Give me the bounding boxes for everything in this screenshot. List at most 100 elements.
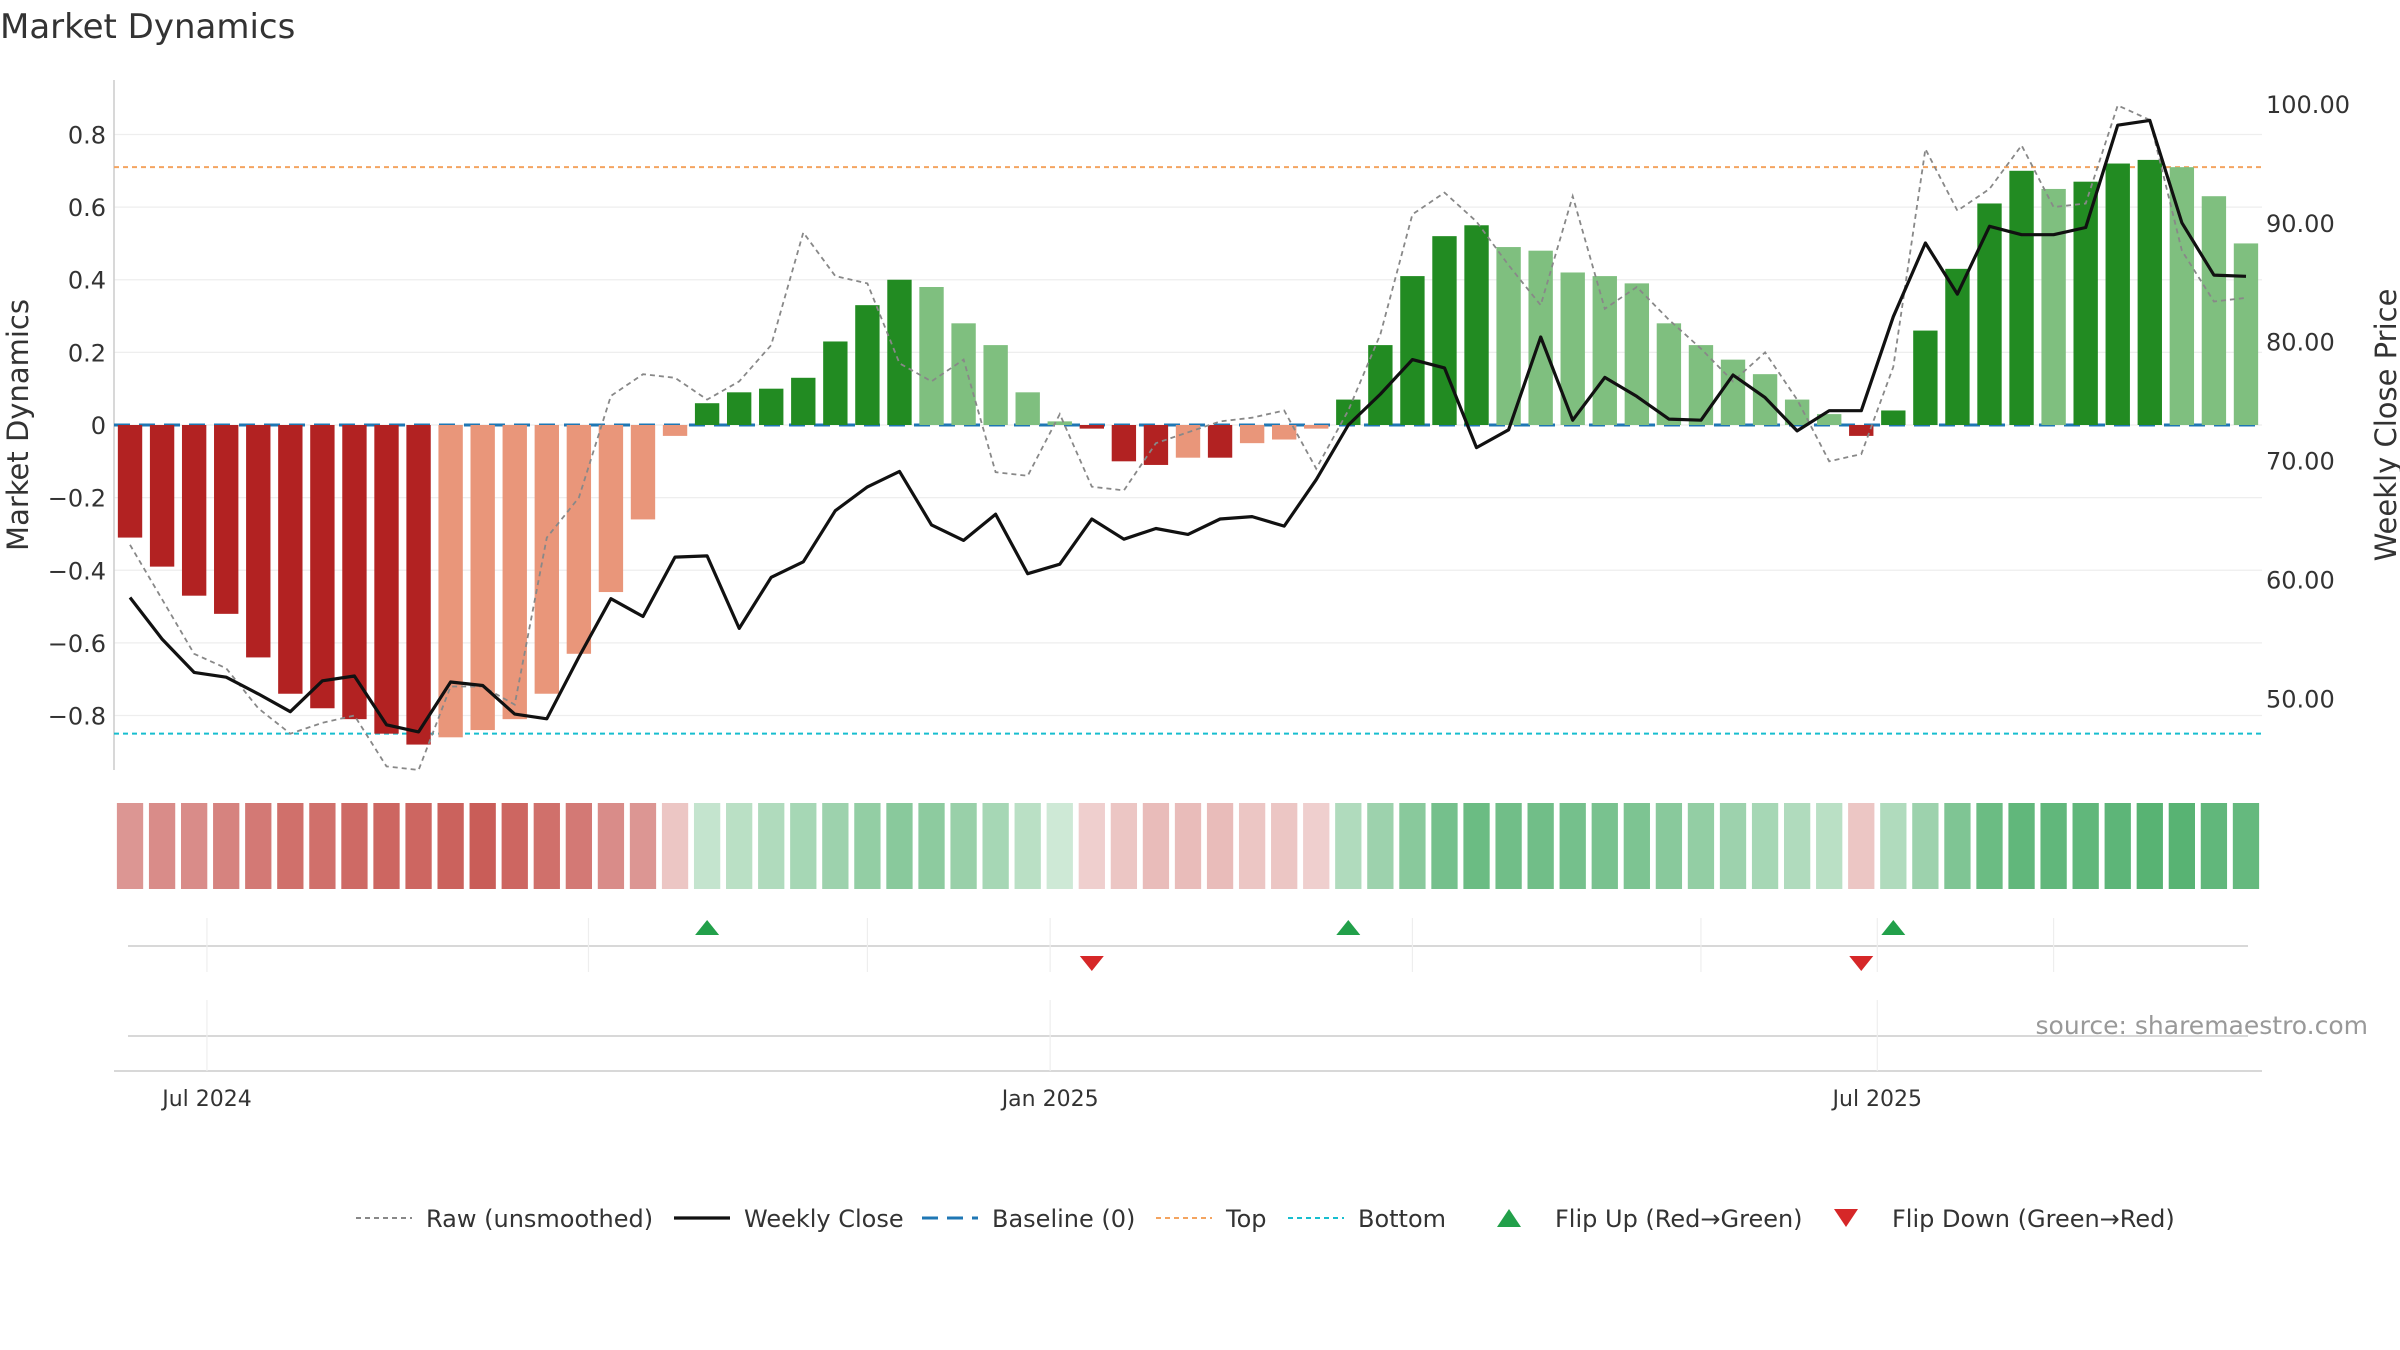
market-dynamics-bar bbox=[887, 279, 912, 425]
market-dynamics-bar bbox=[1817, 414, 1842, 425]
y-axis-right-ticks: 100.00 90.00 80.00 70.00 60.00 50.00 bbox=[2266, 91, 2350, 714]
intensity-strip-cell bbox=[693, 803, 721, 889]
intensity-strip-cell bbox=[1238, 803, 1266, 889]
y-axis-right-label: Weekly Close Price bbox=[2369, 289, 2400, 562]
intensity-strip-cell bbox=[822, 803, 849, 889]
legend-marker-triangle-down bbox=[1834, 1209, 1858, 1227]
intensity-strip-cell bbox=[1719, 803, 1747, 889]
intensity-strip-cell bbox=[1944, 803, 1971, 889]
market-dynamics-bar bbox=[1849, 425, 1874, 436]
market-dynamics-bar bbox=[2169, 167, 2195, 425]
y-tick-label-left: −0.6 bbox=[48, 630, 106, 658]
intensity-strip-cell bbox=[1912, 803, 1939, 889]
y-tick-label-right: 90.00 bbox=[2266, 210, 2335, 238]
intensity-strip-cell bbox=[1367, 803, 1394, 889]
legend-item: Flip Down (Green→Red) bbox=[1834, 1205, 2175, 1233]
market-dynamics-bar bbox=[278, 425, 303, 694]
flip-up-marker bbox=[1336, 920, 1361, 935]
intensity-strip-cell bbox=[1848, 803, 1875, 889]
intensity-strip-cell bbox=[1174, 803, 1202, 889]
market-dynamics-bar bbox=[1881, 410, 1906, 425]
market-dynamics-bar bbox=[214, 425, 239, 614]
market-dynamics-bar bbox=[1015, 392, 1040, 425]
intensity-strip-cell bbox=[2104, 803, 2131, 889]
market-dynamics-bar bbox=[2073, 181, 2098, 425]
y-tick-label-left: 0.4 bbox=[68, 267, 106, 295]
market-dynamics-bar bbox=[1400, 276, 1425, 425]
intensity-strip-cell bbox=[437, 803, 464, 889]
intensity-strip-cell bbox=[1687, 803, 1715, 889]
intensity-strip-cell bbox=[2168, 803, 2195, 889]
market-dynamics-bar bbox=[1464, 225, 1489, 425]
intensity-strip-cell bbox=[1623, 803, 1650, 889]
y-tick-label-right: 80.00 bbox=[2266, 329, 2335, 357]
market-dynamics-bar bbox=[310, 425, 335, 709]
market-dynamics-bar bbox=[1496, 247, 1521, 425]
intensity-strip-cell bbox=[629, 803, 657, 889]
market-dynamics-bar bbox=[1304, 425, 1329, 429]
intensity-strip-cell bbox=[1014, 803, 1041, 889]
market-dynamics-bar bbox=[1239, 425, 1265, 444]
market-dynamics-bar bbox=[1913, 330, 1938, 425]
intensity-strip-cell bbox=[1206, 803, 1234, 889]
intensity-strip-cell bbox=[2040, 803, 2067, 889]
market-dynamics-bar bbox=[983, 345, 1008, 425]
market-dynamics-bar bbox=[406, 425, 431, 745]
market-dynamics-bar bbox=[149, 425, 175, 567]
market-dynamics-bar bbox=[117, 425, 143, 538]
intensity-strip-cell bbox=[373, 803, 400, 889]
market-dynamics-bar bbox=[662, 425, 688, 436]
market-dynamics-bar bbox=[1656, 323, 1682, 425]
intensity-strip-cell bbox=[1751, 803, 1779, 889]
x-tick-label: Jul 2024 bbox=[160, 1087, 252, 1112]
intensity-strip-cell bbox=[1655, 803, 1683, 889]
y-tick-label-left: 0.2 bbox=[68, 339, 106, 367]
y-tick-label-left: −0.8 bbox=[48, 703, 106, 731]
intensity-strip-cell bbox=[661, 803, 689, 889]
market-dynamics-bar bbox=[759, 388, 784, 425]
intensity-strip-cell bbox=[1495, 803, 1522, 889]
legend-label: Raw (unsmoothed) bbox=[426, 1205, 653, 1233]
legend-label: Baseline (0) bbox=[992, 1205, 1135, 1233]
intensity-strip-cell bbox=[726, 803, 753, 889]
intensity-strip-cell bbox=[1142, 803, 1170, 889]
legend-label: Top bbox=[1225, 1205, 1267, 1233]
flip-panel bbox=[128, 918, 2248, 972]
weekly-close-line bbox=[128, 118, 2247, 734]
intensity-strip-cell bbox=[533, 803, 560, 889]
intensity-strip-cell bbox=[1976, 803, 2003, 889]
intensity-strip-cell bbox=[341, 803, 368, 889]
intensity-strip-cell bbox=[181, 803, 208, 889]
intensity-strip-cell bbox=[2136, 803, 2163, 889]
market-dynamics-bar bbox=[2009, 170, 2034, 425]
flip-down-marker bbox=[1849, 956, 1874, 971]
y-tick-label-left: 0.6 bbox=[68, 194, 106, 222]
market-dynamics-bar bbox=[502, 425, 527, 720]
market-dynamics-bar bbox=[1432, 236, 1457, 425]
legend-label: Bottom bbox=[1358, 1205, 1446, 1233]
flip-up-marker bbox=[695, 920, 720, 935]
intensity-strip-cell bbox=[213, 803, 240, 889]
market-dynamics-bar bbox=[919, 287, 944, 425]
flip-up-marker bbox=[1881, 920, 1906, 935]
market-dynamics-bar bbox=[1047, 421, 1072, 425]
intensity-strip-cell bbox=[597, 803, 625, 889]
market-dynamics-bar bbox=[1143, 425, 1169, 465]
price-lines bbox=[128, 104, 2247, 771]
market-dynamics-bar bbox=[855, 305, 880, 425]
intensity-strip-cell bbox=[245, 803, 272, 889]
intensity-strip-cell bbox=[1880, 803, 1907, 889]
market-dynamics-bar bbox=[598, 425, 624, 593]
intensity-strip-cell bbox=[469, 803, 496, 889]
legend-item: Top bbox=[1156, 1205, 1267, 1233]
intensity-strip bbox=[116, 803, 2260, 889]
intensity-strip-cell bbox=[309, 803, 336, 889]
intensity-strip-cell bbox=[405, 803, 432, 889]
flip-down-marker bbox=[1079, 956, 1104, 971]
market-dynamics-bar bbox=[342, 425, 367, 720]
market-dynamics-bar bbox=[374, 425, 399, 734]
x-tick-label: Jan 2025 bbox=[1000, 1087, 1099, 1112]
intensity-strip-cell bbox=[277, 803, 304, 889]
market-dynamics-bar bbox=[630, 425, 656, 520]
intensity-strip-cell bbox=[1816, 803, 1843, 889]
